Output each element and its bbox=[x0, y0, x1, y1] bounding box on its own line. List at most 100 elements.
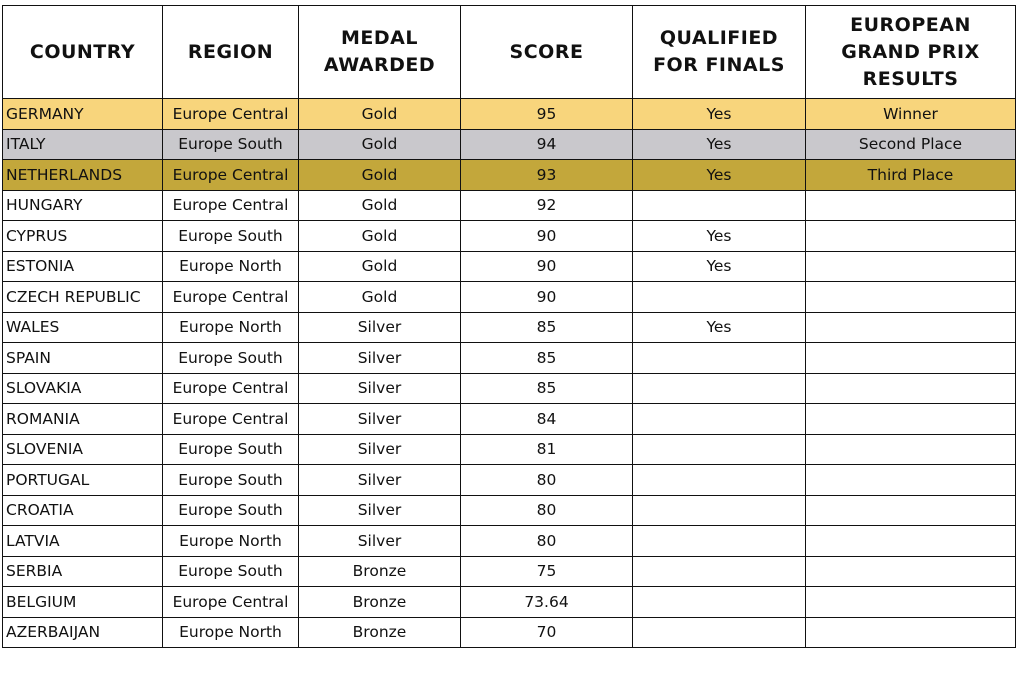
table-row: BELGIUM Europe Central Bronze 73.64 bbox=[2, 586, 1016, 618]
column-header: COUNTRY bbox=[2, 5, 163, 99]
table-cell bbox=[805, 433, 1016, 465]
table-cell bbox=[805, 464, 1016, 496]
header-row: COUNTRY REGION MEDAL AWARDED SCORE QUALIFIED F… bbox=[2, 5, 1016, 99]
table-cell: BELGIUM bbox=[2, 586, 163, 618]
table-cell bbox=[805, 525, 1016, 557]
table-row: NETHERLANDS Europe Central Gold 93 Yes Third … bbox=[2, 159, 1016, 191]
table-cell: 90 bbox=[460, 281, 633, 313]
results-table: COUNTRY REGION MEDAL AWARDED SCORE QUALIFIED F… bbox=[2, 5, 1016, 648]
table-row: CYPRUS Europe South Gold 90 Yes bbox=[2, 220, 1016, 252]
table-cell: Gold bbox=[298, 189, 461, 221]
table-cell bbox=[632, 403, 806, 435]
table-cell: PORTUGAL bbox=[2, 464, 163, 496]
table-cell: 73.64 bbox=[460, 586, 633, 618]
table-cell: Third Place bbox=[805, 159, 1016, 191]
table-row: ITALY Europe South Gold 94 Yes Second Place bbox=[2, 128, 1016, 160]
table-header: COUNTRY REGION MEDAL AWARDED SCORE QUALIFIED F… bbox=[2, 5, 1016, 99]
table-cell: Silver bbox=[298, 403, 461, 435]
table-cell bbox=[805, 403, 1016, 435]
header-line: SCORE bbox=[509, 40, 584, 63]
table-cell: 80 bbox=[460, 525, 633, 557]
table-cell: Silver bbox=[298, 464, 461, 496]
header-line: FOR FINALS bbox=[653, 54, 785, 76]
table-cell: 85 bbox=[460, 342, 633, 374]
table-cell: Gold bbox=[298, 281, 461, 313]
table-cell: Gold bbox=[298, 159, 461, 191]
table-cell bbox=[632, 372, 806, 404]
table-cell: WALES bbox=[2, 311, 163, 343]
table-cell: Yes bbox=[632, 128, 806, 160]
table-cell: ROMANIA bbox=[2, 403, 163, 435]
table-cell: 70 bbox=[460, 616, 633, 648]
table-cell: Bronze bbox=[298, 555, 461, 587]
column-header: REGION bbox=[162, 5, 299, 99]
table-cell: AZERBAIJAN bbox=[2, 616, 163, 648]
table-cell: Europe South bbox=[162, 128, 299, 160]
table-cell: SLOVAKIA bbox=[2, 372, 163, 404]
table-cell bbox=[632, 342, 806, 374]
table-row: AZERBAIJAN Europe North Bronze 70 bbox=[2, 616, 1016, 648]
table-row: GERMANY Europe Central Gold 95 Yes Winner bbox=[2, 98, 1016, 130]
table-cell: LATVIA bbox=[2, 525, 163, 557]
table-cell: CROATIA bbox=[2, 494, 163, 526]
table-cell: SERBIA bbox=[2, 555, 163, 587]
table-cell: HUNGARY bbox=[2, 189, 163, 221]
header-line: REGION bbox=[187, 40, 274, 63]
table-cell bbox=[632, 464, 806, 496]
table-cell: Europe North bbox=[162, 250, 299, 282]
table-cell: Europe Central bbox=[162, 586, 299, 618]
table-cell: Europe South bbox=[162, 433, 299, 465]
table-cell: Europe Central bbox=[162, 372, 299, 404]
header-line: MEDAL bbox=[341, 27, 418, 49]
table-cell: Gold bbox=[298, 98, 461, 130]
table-cell: Europe South bbox=[162, 555, 299, 587]
table-cell: Bronze bbox=[298, 616, 461, 648]
table-cell: 90 bbox=[460, 250, 633, 282]
table-cell: Yes bbox=[632, 159, 806, 191]
header-line: RESULTS bbox=[862, 67, 959, 90]
table-cell: 95 bbox=[460, 98, 633, 130]
table-cell: Europe Central bbox=[162, 403, 299, 435]
table-cell: 81 bbox=[460, 433, 633, 465]
table-row: WALES Europe North Silver 85 Yes bbox=[2, 311, 1016, 343]
table-cell: 85 bbox=[460, 311, 633, 343]
table-cell bbox=[632, 281, 806, 313]
table-cell bbox=[805, 372, 1016, 404]
column-header: EUROPEAN GRAND PRIX RESULTS bbox=[805, 5, 1016, 99]
table-cell: 80 bbox=[460, 494, 633, 526]
header-line: GRAND PRIX bbox=[841, 40, 980, 63]
table-cell bbox=[805, 220, 1016, 252]
table-cell: Europe South bbox=[162, 494, 299, 526]
table-row: SLOVENIA Europe South Silver 81 bbox=[2, 433, 1016, 465]
table-cell bbox=[632, 433, 806, 465]
table-row: CZECH REPUBLIC Europe Central Gold 90 bbox=[2, 281, 1016, 313]
table-cell: NETHERLANDS bbox=[2, 159, 163, 191]
table-cell bbox=[805, 494, 1016, 526]
table-cell bbox=[632, 555, 806, 587]
table-cell: Europe Central bbox=[162, 159, 299, 191]
table-cell: 90 bbox=[460, 220, 633, 252]
table-cell bbox=[632, 586, 806, 618]
column-header: QUALIFIED FOR FINALS bbox=[632, 5, 806, 99]
table-cell bbox=[805, 342, 1016, 374]
table-cell bbox=[805, 616, 1016, 648]
table-cell: Second Place bbox=[805, 128, 1016, 160]
table-cell bbox=[632, 616, 806, 648]
table-cell: Europe South bbox=[162, 342, 299, 374]
table-cell: 85 bbox=[460, 372, 633, 404]
table-cell bbox=[805, 189, 1016, 221]
table-cell: Europe North bbox=[162, 525, 299, 557]
table-cell: GERMANY bbox=[2, 98, 163, 130]
table-row: HUNGARY Europe Central Gold 92 bbox=[2, 189, 1016, 221]
table-cell: Winner bbox=[805, 98, 1016, 130]
table-cell: SPAIN bbox=[2, 342, 163, 374]
header-line: QUALIFIED bbox=[659, 27, 779, 49]
column-header: MEDAL AWARDED bbox=[298, 5, 461, 99]
table-cell: Gold bbox=[298, 128, 461, 160]
table-cell bbox=[632, 525, 806, 557]
table-cell: Silver bbox=[298, 433, 461, 465]
table-cell: Europe Central bbox=[162, 281, 299, 313]
table-cell: 75 bbox=[460, 555, 633, 587]
header-line: EUROPEAN bbox=[850, 13, 971, 36]
